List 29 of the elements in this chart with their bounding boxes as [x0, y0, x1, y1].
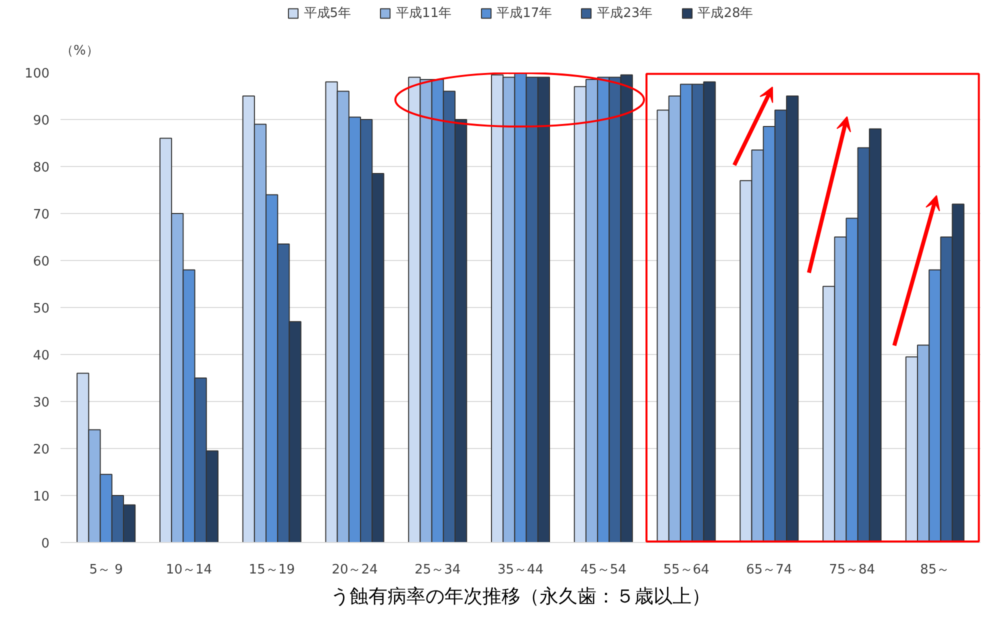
y-tick-label: 20: [32, 442, 50, 458]
y-tick-label: 70: [32, 208, 50, 222]
y-tick-label: 80: [32, 160, 50, 176]
x-tick-label: 45～54: [580, 562, 626, 578]
y-tick-label: 0: [41, 536, 50, 552]
x-tick-label: 75～84: [828, 562, 876, 578]
y-tick-label: 30: [32, 396, 50, 410]
x-tick-label: 25～34: [414, 562, 461, 578]
y-tick-label: 90: [32, 114, 50, 128]
legend-label: 平成17年: [496, 5, 552, 22]
x-tick-label: 15～19: [248, 562, 295, 578]
x-tick-label: 20～24: [332, 562, 378, 578]
x-tick-label: 55～64: [663, 562, 710, 578]
y-tick-label: 10: [32, 490, 50, 504]
y-axis-title: （%）: [60, 44, 99, 58]
legend-label: 平成28年: [698, 5, 754, 22]
x-tick-label: 65～74: [746, 562, 792, 578]
legend-label: 平成11年: [396, 5, 452, 22]
x-tick-label: 10～14: [166, 562, 212, 578]
y-tick-label: 50: [32, 302, 50, 316]
y-tick-label: 60: [32, 254, 50, 270]
text: う蝕有病率の年次推移（永久歯：５歳以上）: [330, 586, 710, 608]
y-tick-label: 40: [32, 348, 50, 364]
x-tick-label: 85～: [920, 562, 950, 578]
x-tick-label: 5～ 9: [89, 562, 123, 578]
legend-label: 平成5年: [304, 5, 352, 22]
y-tick-label: 100: [24, 66, 50, 82]
x-tick-label: 35～44: [497, 562, 544, 578]
legend-label: 平成23年: [597, 5, 653, 22]
